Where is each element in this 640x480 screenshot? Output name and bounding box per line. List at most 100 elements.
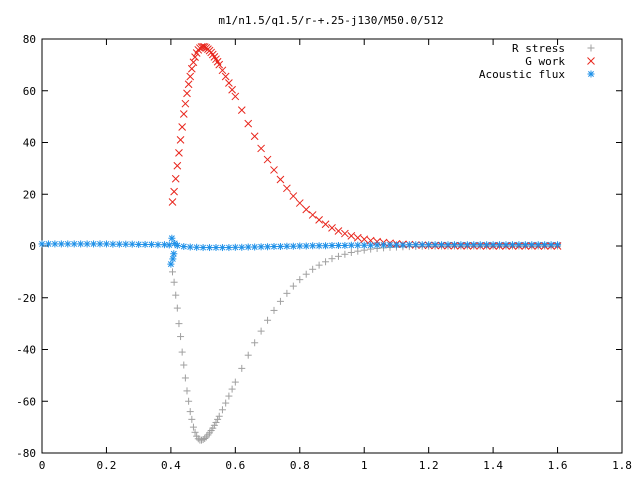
r-stress-point — [296, 276, 304, 284]
acoustic-flux-point — [206, 244, 214, 252]
acoustic-flux-point — [193, 243, 201, 251]
r-stress-point — [302, 270, 310, 278]
acoustic-flux-point — [51, 240, 59, 248]
acoustic-flux-point — [64, 240, 72, 248]
r-stress-point — [214, 415, 222, 423]
g-work-point — [257, 144, 265, 153]
g-work-point — [210, 53, 219, 61]
r-stress-point — [170, 278, 178, 286]
legend-label-g-work: G work — [525, 55, 565, 68]
x-tick-label: 0.6 — [225, 459, 245, 472]
acoustic-flux-point — [547, 241, 555, 249]
r-stress-point — [183, 387, 191, 395]
acoustic-flux-point — [515, 241, 523, 249]
x-tick-label: 1.2 — [419, 459, 439, 472]
g-work-point — [170, 187, 178, 196]
series-g-work — [168, 42, 562, 250]
g-work-point — [244, 119, 253, 128]
g-work-point — [178, 123, 187, 131]
acoustic-flux-point — [412, 241, 420, 249]
g-work-point — [183, 89, 191, 98]
r-stress-point — [212, 418, 220, 426]
y-tick-label: 80 — [23, 33, 36, 46]
r-stress-point — [186, 408, 194, 416]
r-stress-point — [251, 339, 259, 347]
x-tick-label: 0 — [39, 459, 46, 472]
r-stress-point — [270, 306, 278, 314]
g-work-point — [334, 227, 343, 235]
r-stress-point — [334, 252, 342, 260]
g-work-point — [321, 220, 330, 229]
acoustic-flux-point — [463, 241, 471, 249]
g-work-point — [187, 64, 196, 73]
acoustic-flux-point — [38, 240, 46, 248]
chart-title: m1/n1.5/q1.5/r-+.25-j130/M50.0/512 — [218, 14, 443, 27]
g-work-point — [175, 148, 183, 157]
x-tick-label: 1.8 — [612, 459, 632, 472]
g-work-point — [191, 53, 199, 61]
g-work-point — [171, 174, 180, 183]
acoustic-flux-point — [438, 241, 446, 249]
g-work-point — [218, 66, 227, 75]
r-stress-point — [209, 424, 217, 432]
r-stress-point — [189, 423, 197, 431]
acoustic-flux-point — [328, 241, 336, 249]
x-tick-label: 0.4 — [161, 459, 181, 472]
r-stress-point — [322, 258, 330, 266]
r-stress-point — [289, 282, 297, 290]
y-tick-label: 0 — [29, 240, 36, 253]
g-work-point — [283, 184, 291, 193]
legend-marker-g-work — [587, 57, 595, 65]
g-work-point — [276, 175, 285, 184]
x-tick-label: 1.4 — [483, 459, 503, 472]
acoustic-flux-point — [496, 241, 504, 249]
acoustic-flux-point — [270, 243, 278, 251]
acoustic-flux-point — [425, 241, 433, 249]
acoustic-flux-point — [528, 241, 536, 249]
g-work-point — [225, 79, 233, 87]
r-stress-point — [215, 412, 223, 420]
r-stress-point — [244, 351, 252, 359]
acoustic-flux-point — [251, 243, 259, 251]
y-tick-label: 20 — [23, 188, 36, 201]
r-stress-point — [283, 289, 291, 297]
y-tick-label: 60 — [23, 85, 36, 98]
acoustic-flux-point — [541, 241, 549, 249]
acoustic-flux-point — [212, 244, 220, 252]
acoustic-flux-point — [367, 241, 375, 249]
acoustic-flux-point — [128, 240, 136, 248]
acoustic-flux-point — [244, 243, 252, 251]
acoustic-flux-point — [470, 241, 478, 249]
acoustic-flux-point — [450, 241, 458, 249]
g-work-point — [168, 198, 177, 206]
acoustic-flux-point — [77, 240, 85, 248]
acoustic-flux-point — [57, 240, 65, 248]
acoustic-flux-point — [168, 234, 176, 242]
acoustic-flux-point — [231, 243, 239, 251]
y-tick-label: -60 — [16, 395, 36, 408]
g-work-point — [289, 192, 298, 200]
r-stress-point — [347, 248, 355, 256]
g-work-point — [208, 50, 217, 59]
r-stress-point — [198, 436, 205, 444]
acoustic-flux-point — [83, 240, 91, 248]
r-stress-point — [231, 378, 239, 386]
legend-label-acoustic-flux: Acoustic flux — [479, 68, 565, 81]
acoustic-flux-point — [399, 241, 407, 249]
g-work-point — [184, 80, 193, 89]
y-tick-label: -80 — [16, 447, 36, 460]
r-stress-point — [194, 435, 202, 443]
series-r-stress — [169, 242, 562, 444]
acoustic-flux-point — [334, 241, 342, 249]
g-work-point — [347, 232, 356, 240]
x-tick-label: 0.8 — [290, 459, 310, 472]
r-stress-point — [354, 247, 362, 255]
r-stress-point — [328, 255, 336, 263]
acoustic-flux-point — [354, 241, 362, 249]
acoustic-flux-point — [315, 242, 323, 250]
acoustic-flux-point — [386, 241, 394, 249]
r-stress-point — [185, 397, 193, 405]
ticks-layer: 0 0.2 0.4 0.6 0.8 1 1.2 1.4 1.6 1.8 80 60 40 20 0 -20 -4… — [16, 33, 632, 472]
acoustic-flux-point — [167, 260, 175, 268]
g-work-point — [228, 85, 236, 94]
